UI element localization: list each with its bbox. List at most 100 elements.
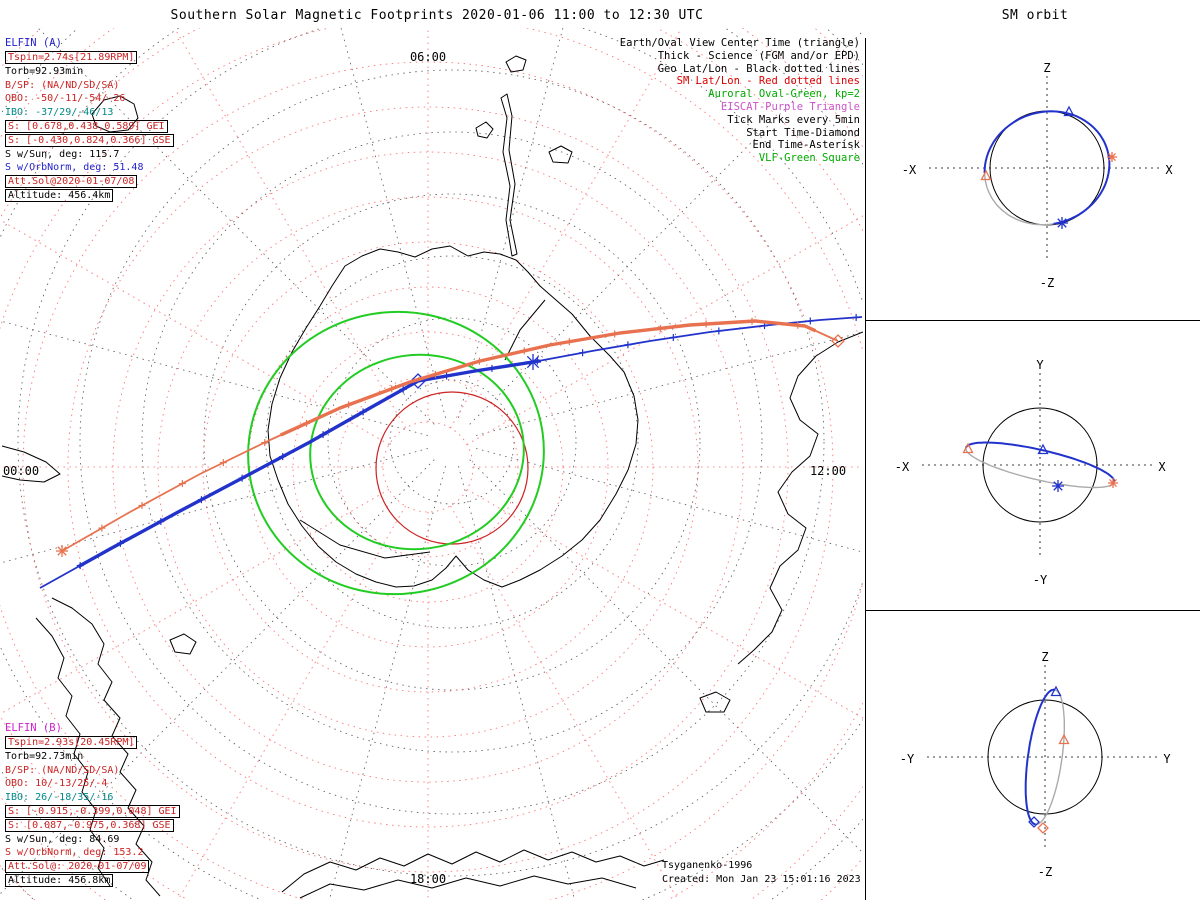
info-line: S w/Sun, deg: 84.69 <box>5 833 120 845</box>
orbit-axis-label-bottom: -Z <box>1039 276 1055 290</box>
sm-orbit-panel-1 <box>929 76 1161 260</box>
auroral-oval <box>309 353 525 551</box>
orbit-front-arc <box>1024 688 1055 826</box>
legend-line: EISCAT-Purple Triangle <box>720 100 860 113</box>
info-line: Tspin=2.93s[20.45RPM] <box>5 736 138 749</box>
mlt-label-1800: 18:00 <box>409 872 447 886</box>
center-time-triangle-marker <box>962 442 974 454</box>
info-line: Altitude: 456.8km <box>5 873 114 887</box>
info-row: S: [-0.915,-0.399,0.048] GEI <box>5 804 180 819</box>
solar-circle <box>375 391 529 545</box>
info-row: S: [-0.430,0.824,0.366] GSE <box>5 133 174 148</box>
info-line: Torb=92.73min <box>5 750 84 762</box>
info-line: S: [0.678,0.438,0.589] GEI <box>5 119 168 133</box>
sm-orbit-panel-2 <box>922 373 1154 557</box>
info-line: OBO: -50/-11/-54/-26 <box>5 93 126 105</box>
info-row: Torb=92.93min <box>5 65 174 79</box>
orbit-axis-label-top: Y <box>1036 358 1044 372</box>
end-asterisk-marker <box>1109 479 1117 487</box>
orbit-axis-label-left: -X <box>901 163 917 177</box>
info-line: S: [-0.430,0.824,0.366] GSE <box>5 133 174 147</box>
coastline <box>504 299 546 361</box>
info-row: OBO: -50/-11/-54/-26 <box>5 92 174 106</box>
center-time-triangle-marker <box>1050 685 1062 697</box>
info-line: Att.Sol@: 2020-01-07/09 <box>5 860 150 874</box>
start-diamond-marker <box>1037 822 1049 834</box>
orbit-back-arc <box>983 172 1054 226</box>
info-row: S: [0.678,0.438,0.589] GEI <box>5 119 174 134</box>
auroral-oval <box>247 310 545 596</box>
info-row: Torb=92.73min <box>5 750 180 764</box>
elfin-a-footprint <box>39 313 863 589</box>
end-asterisk-marker <box>1057 218 1067 228</box>
end-asterisk-marker <box>1053 481 1063 491</box>
coastline <box>475 121 494 139</box>
model-label: Tsyganenko-1996 <box>662 860 753 871</box>
mlt-label-0000: 00:00 <box>2 464 40 478</box>
legend-line: Thick - Science (FGM and/or EPD) <box>657 49 860 62</box>
map-legend: Earth/Oval View Center Time (triangle) Th… <box>530 37 860 165</box>
mlt-label-0600: 06:00 <box>409 50 447 64</box>
coastline <box>51 597 161 897</box>
info-row: S w/Sun, deg: 115.7 <box>5 148 174 162</box>
coastline <box>699 691 731 713</box>
info-row: S: [0.087,-0.975,0.368] GSE <box>5 818 180 833</box>
info-line: Att.Sol@2020-01-07/08 <box>5 175 138 189</box>
info-line: Torb=92.93min <box>5 65 84 77</box>
info-row: Altitude: 456.4km <box>5 188 174 203</box>
orbit-axis-label-bottom: -Y <box>1032 573 1048 587</box>
satellite-info-header: ELFIN (B) <box>5 722 62 734</box>
info-line: B/SP: (NA/ND/SD/SA) <box>5 764 120 776</box>
info-line: S w/Sun, deg: 115.7 <box>5 148 120 160</box>
orbit-back-arc <box>965 447 1115 489</box>
orbit-axis-label-top: Z <box>1043 61 1051 75</box>
legend-line: Tick Marks every 5min <box>727 113 860 126</box>
info-row: S w/Sun, deg: 84.69 <box>5 833 180 847</box>
info-line: Altitude: 456.4km <box>5 188 114 202</box>
earth-disk <box>982 407 1098 523</box>
info-row: Tspin=2.74s[21.89RPM] <box>5 51 174 65</box>
orbit-axis-label-left: -Y <box>899 752 915 766</box>
orbit-back-arc <box>1035 689 1065 826</box>
info-line: S w/OrbNorm, deg: 153.2 <box>5 847 144 859</box>
legend-line: Geo Lat/Lon - Black dotted lines <box>657 62 860 75</box>
sm-orbit-panel-3 <box>927 665 1159 849</box>
center-time-triangle-marker <box>980 169 992 181</box>
info-line: S w/OrbNorm, deg: 51.48 <box>5 162 144 174</box>
coastline <box>505 55 527 73</box>
info-line: S: [0.087,-0.975,0.368] GSE <box>5 818 174 832</box>
elfin-a-info-block: ELFIN (A) Tspin=2.74s[21.89RPM] Torb=92.93… <box>5 37 174 203</box>
coastline <box>548 145 573 164</box>
coastline <box>267 245 639 588</box>
info-line: IBO: 26/-18/35/-16 <box>5 792 114 804</box>
coastline <box>500 93 518 257</box>
info-line: B/SP: (NA/ND/SD/SA) <box>5 79 120 91</box>
orbit-axis-label-bottom: -Z <box>1037 865 1053 879</box>
coastline <box>299 519 431 559</box>
orbit-front-arc <box>983 110 1111 225</box>
coastline <box>35 617 111 887</box>
main-title: Southern Solar Magnetic Footprints 2020-… <box>170 8 704 23</box>
legend-line: Start Time-Diamond <box>746 126 860 139</box>
info-row: Att.Sol@2020-01-07/08 <box>5 175 174 189</box>
legend-line: End Time-Asterisk <box>752 139 860 152</box>
info-row: B/SP: (NA/ND/SD/SA) <box>5 764 180 778</box>
info-line: OBO: 10/-13/25/-4 <box>5 778 108 790</box>
orbit-axis-label-right: X <box>1158 460 1166 474</box>
info-row: IBO: -37/29/-46/13 <box>5 106 174 120</box>
info-row: B/SP: (NA/ND/SD/SA) <box>5 79 174 93</box>
satellite-info-header: ELFIN (A) <box>5 37 62 49</box>
info-row: Altitude: 456.8km <box>5 873 180 888</box>
created-label: Created: Mon Jan 23 15:01:16 2023 <box>662 874 861 885</box>
info-line: IBO: -37/29/-46/13 <box>5 107 114 119</box>
coastline <box>299 875 637 899</box>
info-line: S: [-0.915,-0.399,0.048] GEI <box>5 804 180 818</box>
legend-line: SM Lat/Lon - Red dotted lines <box>676 75 860 88</box>
end-asterisk-marker <box>1108 153 1116 161</box>
start-diamond-marker <box>1028 816 1040 828</box>
center-time-triangle-marker <box>1063 105 1075 117</box>
info-row: OBO: 10/-13/25/-4 <box>5 777 180 791</box>
orbit-front-arc <box>964 441 1116 483</box>
